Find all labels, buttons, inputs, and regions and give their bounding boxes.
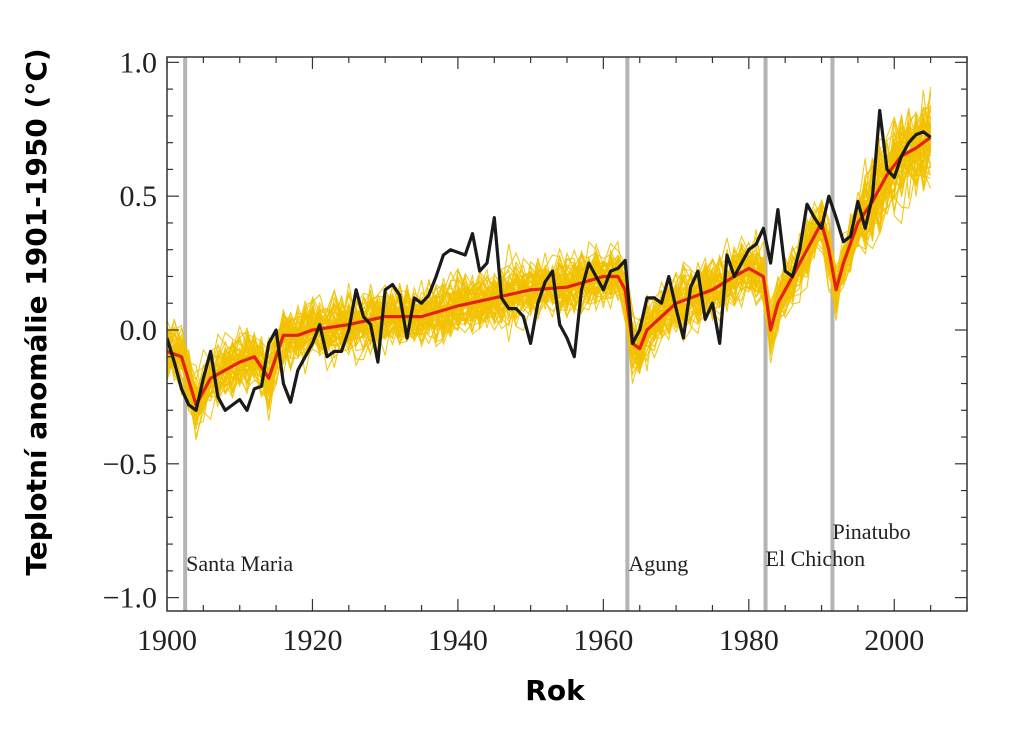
x-tick-label: 1980 <box>719 624 779 657</box>
ensemble-member-line <box>167 110 932 409</box>
volcano-label-2: El Chichon <box>766 546 866 571</box>
x-tick-label: 1940 <box>428 624 488 657</box>
axis-ticks <box>166 57 968 611</box>
y-tick-label: 1.0 <box>120 46 158 79</box>
tick-labels: 1900 1920 1940 1960 1980 2000 −1.0 −0.5 0.0 0.5 1.… <box>103 46 925 657</box>
y-tick-label: 0.5 <box>120 180 158 213</box>
x-axis-title: Rok <box>525 674 586 707</box>
x-tick-label: 1900 <box>137 624 197 657</box>
x-tick-label: 2000 <box>864 624 924 657</box>
x-tick-label: 1960 <box>573 624 633 657</box>
volcano-label-0: Santa Maria <box>186 551 293 576</box>
ensemble-member-line <box>167 124 932 406</box>
y-tick-label: 0.0 <box>120 314 158 347</box>
y-tick-label: −1.0 <box>103 582 157 615</box>
y-axis-title: Teplotní anomálie 1901-1950 (°C) <box>20 48 53 575</box>
y-tick-label: −0.5 <box>103 448 157 481</box>
ensemble_mean-line <box>167 136 932 407</box>
volcano-label-1: Agung <box>628 551 688 576</box>
series-layer <box>167 108 932 412</box>
volcano-label-3: Pinatubo <box>832 519 910 544</box>
x-tick-label: 1920 <box>282 624 342 657</box>
observed-line <box>167 108 932 412</box>
